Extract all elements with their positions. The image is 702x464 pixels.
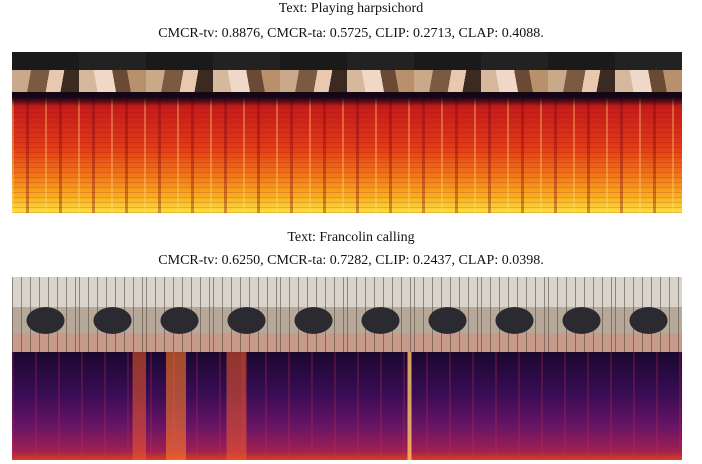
frame <box>79 277 146 352</box>
frame <box>12 277 79 352</box>
spectrogram <box>12 92 682 213</box>
frame <box>615 277 682 352</box>
frame <box>280 277 347 352</box>
frame <box>548 52 615 92</box>
frame <box>146 52 213 92</box>
frame <box>481 277 548 352</box>
frame <box>280 52 347 92</box>
frame <box>79 52 146 92</box>
panel-text: Text: Francolin calling <box>287 230 415 245</box>
panel-metrics: CMCR-tv: 0.8876, CMCR-ta: 0.5725, CLIP: … <box>158 26 544 41</box>
frame <box>481 52 548 92</box>
frame <box>12 52 79 92</box>
spectrogram <box>12 352 682 460</box>
panel-text: Text: Playing harpsichord <box>278 1 424 16</box>
frame <box>213 52 280 92</box>
frame <box>548 277 615 352</box>
panel-metrics: CMCR-tv: 0.6250, CMCR-ta: 0.7282, CLIP: … <box>158 253 544 268</box>
frame <box>414 277 481 352</box>
frame <box>213 277 280 352</box>
frame <box>615 52 682 92</box>
frame <box>347 277 414 352</box>
frame <box>347 52 414 92</box>
video-frames <box>12 277 682 352</box>
frame <box>146 277 213 352</box>
video-frames <box>12 52 682 92</box>
frame <box>414 52 481 92</box>
